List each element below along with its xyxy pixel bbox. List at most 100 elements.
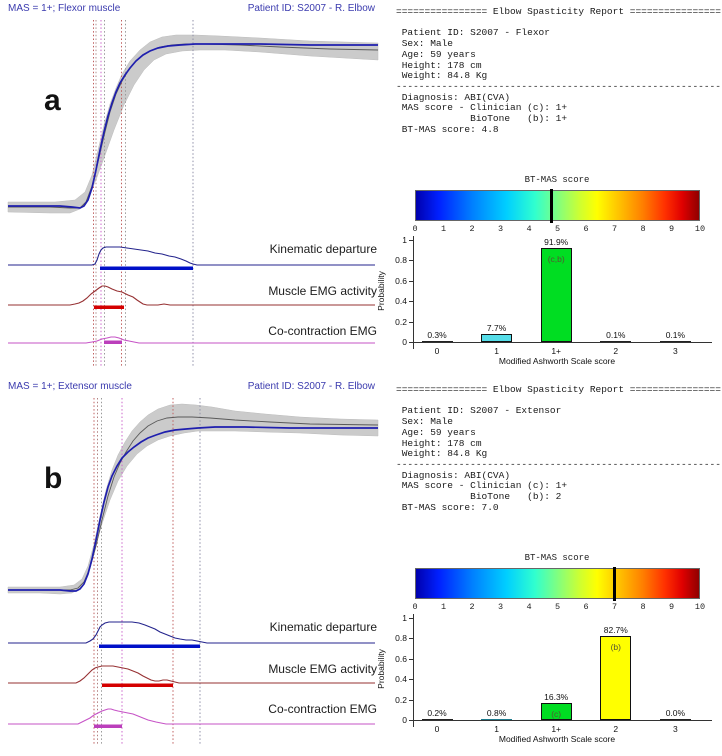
colorbar-tick-label: 0 (412, 224, 418, 234)
colorbar-tick-label: 4 (526, 224, 532, 234)
y-tick (409, 342, 413, 343)
x-tick-label: 1 (494, 346, 499, 356)
probability-bar (659, 340, 691, 342)
bar-value-label: 0.2% (427, 707, 447, 718)
bar-value-label: 16.3% (544, 692, 569, 703)
x-tick-label: 2 (613, 346, 619, 356)
probability-bar (421, 340, 453, 342)
probability-bar (481, 718, 513, 720)
x-tick-label: 3 (673, 346, 678, 356)
bar-annotation: (c,b) (547, 254, 565, 265)
colorbar-tick-label: 7 (611, 602, 618, 612)
y-axis (413, 614, 414, 727)
elbow-angle-trace (8, 426, 378, 592)
colorbar-tick-label: 8 (640, 602, 646, 612)
y-tick (409, 658, 413, 660)
bar-value-label: 7.7% (486, 323, 507, 334)
panel-condition-title: MAS = 1+; Flexor muscle (8, 3, 121, 14)
jet-colorbar (415, 568, 700, 599)
colorbar-tick-label: 5 (554, 602, 561, 612)
bar-value-label: 0.8% (486, 707, 507, 718)
x-axis-title: Modified Ashworth Scale score (498, 734, 616, 744)
x-tick-label: 0 (434, 724, 440, 734)
probability-bar (540, 248, 572, 342)
co-contraction-emg-trace (8, 336, 375, 344)
colorbar-title: BT-MAS score (524, 175, 590, 185)
confidence-band (7, 34, 379, 214)
co-contraction-emg-trace (8, 708, 375, 725)
colorbar-tick-label: 5 (554, 224, 561, 234)
colorbar-tick-label: 0 (412, 602, 418, 612)
mean-angle-trace (8, 416, 379, 591)
x-axis (413, 720, 712, 721)
x-tick-label: 2 (613, 724, 619, 734)
muscle-emg-activity-trace (8, 285, 375, 306)
score-marker (550, 189, 554, 223)
kinematic-departure-detection-bar (100, 266, 193, 270)
colorbar-tick-label: 2 (469, 602, 475, 612)
kinematic-departure-trace (8, 246, 375, 266)
kinematic-departure-detection-bar (99, 644, 200, 648)
colorbar-tick-label: 6 (583, 602, 589, 612)
muscle-emg-activity-trace (8, 665, 375, 684)
colorbar-tick-label: 7 (611, 224, 618, 234)
bar-annotation: (b) (610, 641, 621, 652)
colorbar-tick-label: 4 (526, 602, 532, 612)
x-tick-label: 0 (434, 346, 440, 356)
y-tick (409, 699, 413, 701)
co-contraction-emg-detection-bar (94, 724, 122, 728)
panel-letter: a (44, 84, 61, 117)
muscle-emg-activity-detection-bar (102, 683, 173, 687)
colorbar-tick-label: 9 (668, 602, 675, 612)
report-text: ================ Elbow Spasticity Report… (396, 384, 721, 513)
jet-colorbar (415, 190, 700, 221)
colorbar-tick-label: 9 (668, 224, 675, 234)
patient-id-label: Patient ID: S2007 - R. Elbow (247, 3, 375, 14)
y-tick (409, 301, 413, 303)
bar-value-label: 0.3% (427, 329, 447, 340)
y-tick (409, 720, 413, 721)
patient-id-label: Patient ID: S2007 - R. Elbow (247, 381, 375, 392)
bar-annotation: (c) (551, 709, 562, 720)
y-tick (409, 638, 413, 640)
muscle-emg-activity-detection-bar (94, 305, 124, 309)
colorbar-title: BT-MAS score (524, 553, 590, 563)
x-tick-label: 3 (673, 724, 678, 734)
colorbar-tick-label: 10 (694, 224, 706, 234)
x-tick-label: 1+ (551, 724, 562, 734)
report-text: ================ Elbow Spasticity Report… (396, 6, 721, 135)
bar-value-label: 0.1% (606, 329, 626, 340)
probability-bar (481, 334, 513, 342)
x-tick-label: 1 (494, 724, 499, 734)
score-marker (613, 567, 616, 601)
colorbar-tick-label: 10 (694, 602, 706, 612)
panel-letter: b (44, 462, 63, 495)
panel-a: MAS = 1+; Flexor muscle Patient ID: S200… (7, 3, 721, 367)
panel-condition-title: MAS = 1+; Extensor muscle (8, 381, 132, 392)
y-tick (409, 240, 413, 241)
colorbar-tick-label: 8 (640, 224, 646, 234)
colorbar-tick-label: 2 (469, 224, 475, 234)
kinematic-plot (7, 20, 379, 367)
bar-value-label: 0.1% (665, 329, 686, 340)
x-axis (413, 342, 712, 343)
x-tick-label: 1+ (551, 346, 562, 356)
colorbar-tick-label: 1 (440, 224, 447, 234)
probability-bar (600, 635, 632, 720)
co-contraction-emg-detection-bar (104, 340, 122, 344)
y-tick (409, 260, 413, 262)
probability-bar (421, 718, 453, 720)
kinematic-plot (7, 398, 379, 745)
panel-b: MAS = 1+; Extensor muscle Patient ID: S2… (0, 378, 722, 756)
kinematic-departure-trace (8, 621, 375, 644)
elbow-angle-trace (8, 43, 378, 209)
bar-value-label: 0.0% (665, 707, 686, 718)
colorbar-tick-label: 3 (497, 602, 504, 612)
colorbar-tick-label: 3 (497, 224, 504, 234)
colorbar-tick-label: 1 (440, 602, 447, 612)
probability-bar (600, 340, 632, 342)
probability-bar (540, 703, 572, 720)
y-tick (409, 321, 413, 323)
bar-value-label: 82.7% (603, 624, 628, 635)
